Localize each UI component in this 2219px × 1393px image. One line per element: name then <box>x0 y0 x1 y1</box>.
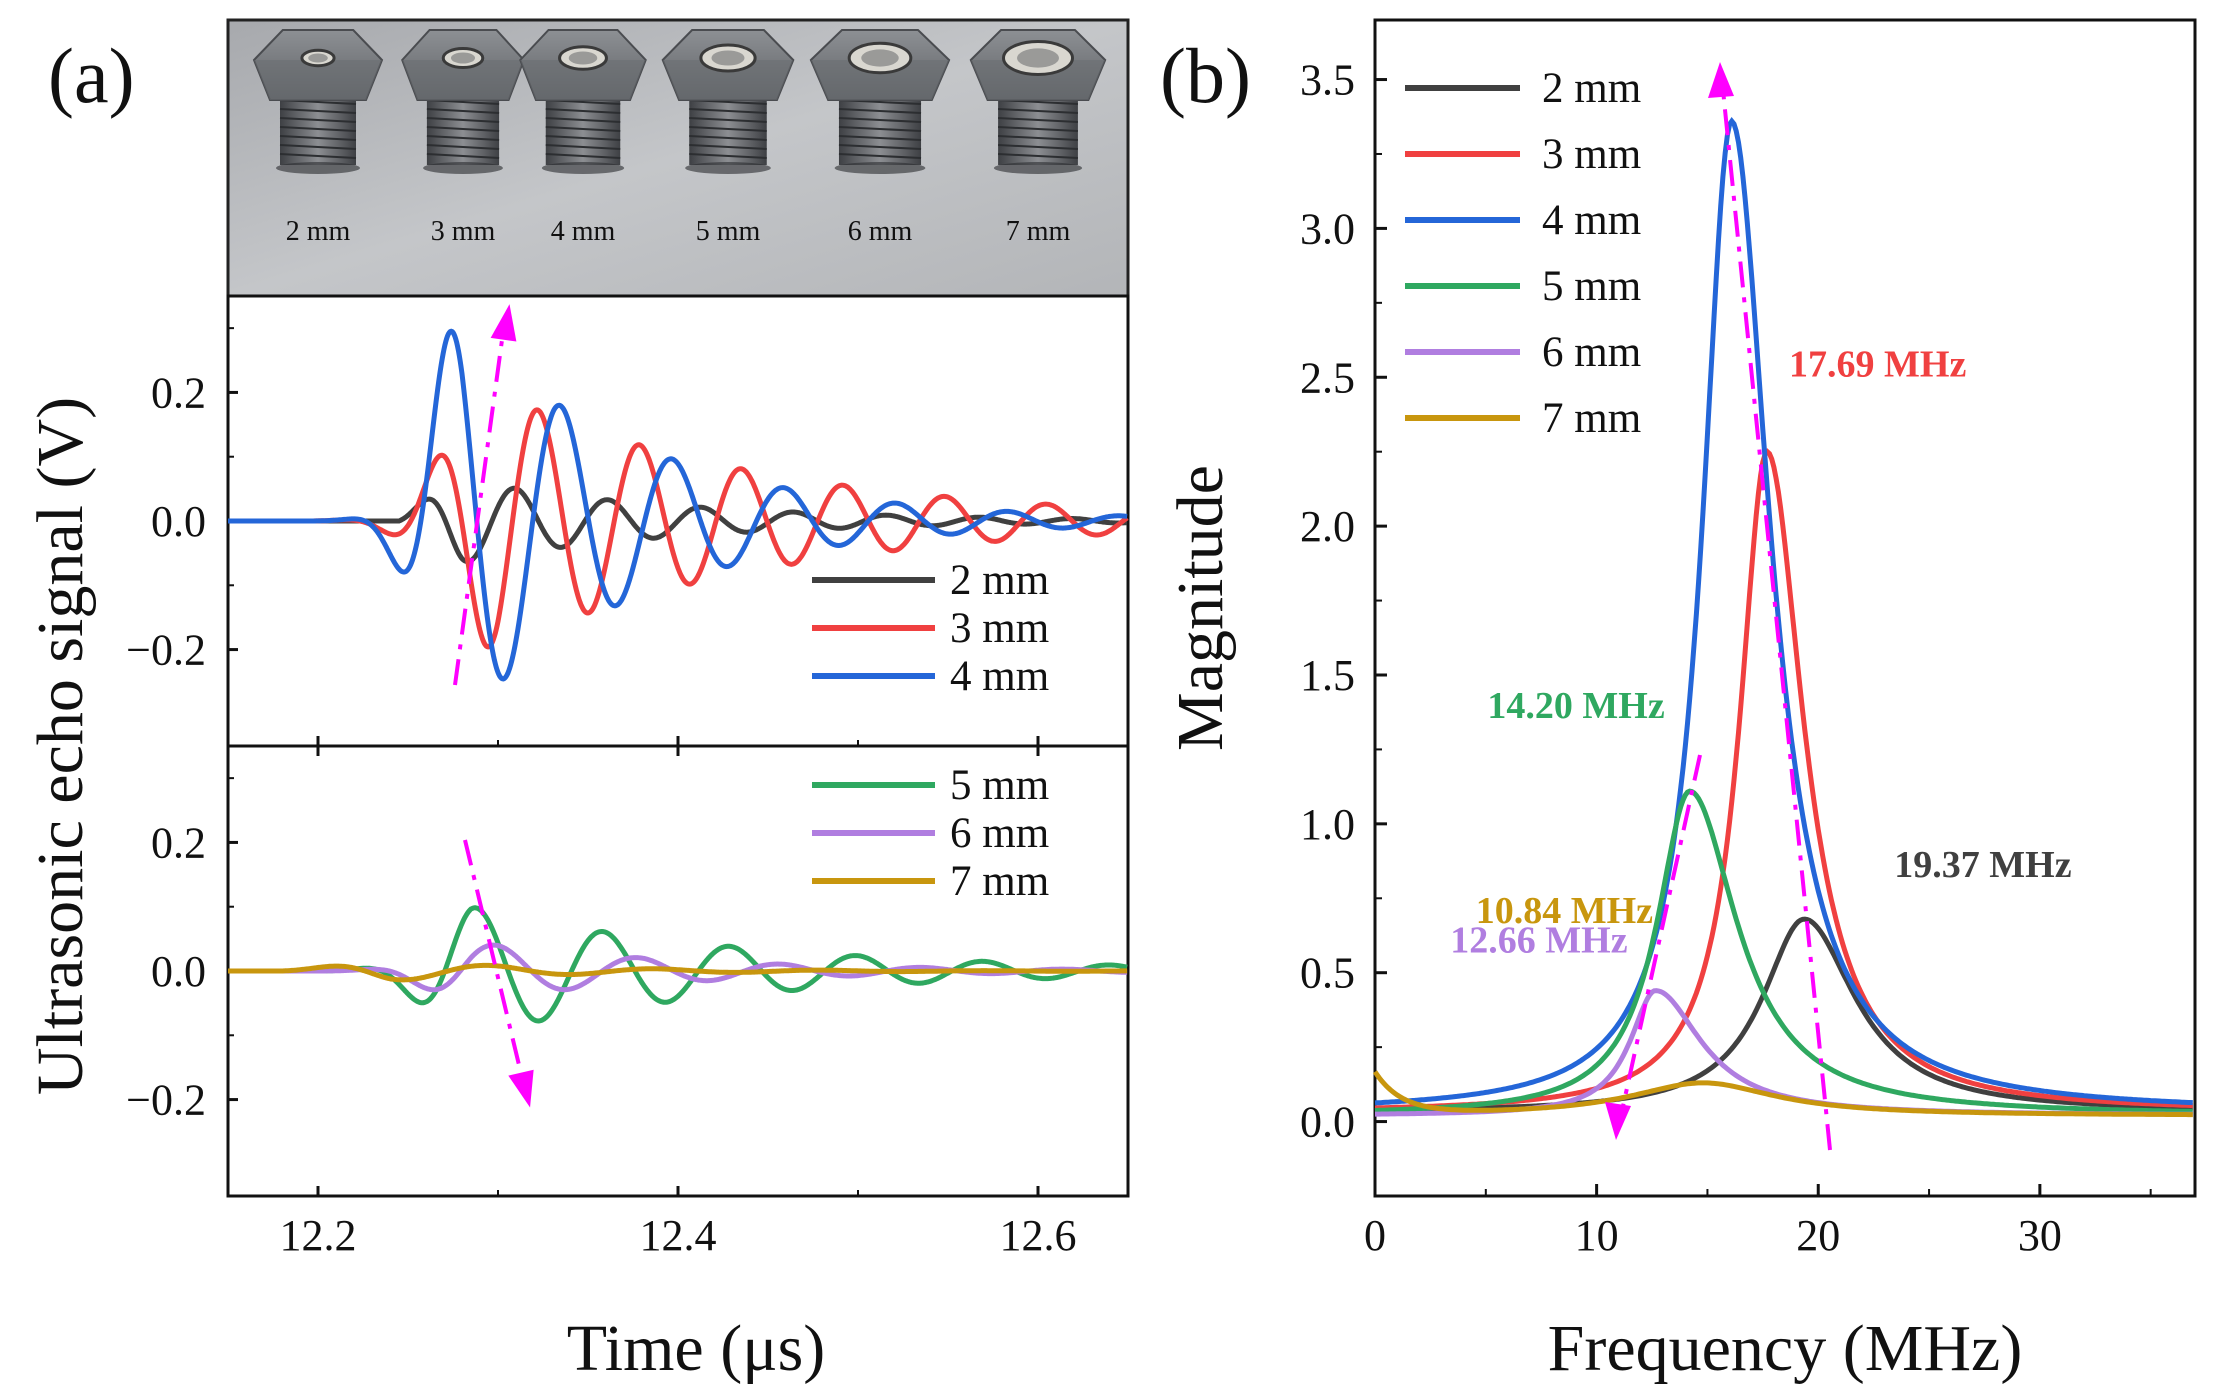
y-tick-label: 2.0 <box>1300 502 1355 551</box>
y-tick-label: 1.0 <box>1300 800 1355 849</box>
waveform-3mm <box>228 407 1129 650</box>
spectrum-7mm <box>1372 1070 2193 1118</box>
x-tick-label: 0 <box>1364 1211 1386 1260</box>
trend-arrow-lower <box>463 839 534 1108</box>
legend-entry: 7 mm <box>812 858 1049 905</box>
trend-arrow-upper <box>453 304 517 686</box>
panel-a-label: (a) <box>48 32 135 119</box>
bolt-4mm: 4 mm <box>519 29 647 247</box>
y-tick-label: −0.2 <box>126 626 206 675</box>
peak-annotation: 10.84 MHz <box>1476 890 1653 932</box>
y-tick-label: 2.5 <box>1300 353 1355 402</box>
panel-b-label: (b) <box>1160 32 1251 119</box>
bolt-3mm: 3 mm <box>401 29 525 247</box>
bolt-7mm: 7 mm <box>969 29 1107 247</box>
svg-text:6 mm: 6 mm <box>950 810 1049 857</box>
trend-arrow-spectrum-main <box>1708 62 1832 1151</box>
y-tick-label: 3.0 <box>1300 204 1355 253</box>
x-tick-label: 12.2 <box>280 1211 357 1260</box>
y-tick-label: 1.5 <box>1300 651 1355 700</box>
svg-text:2 mm: 2 mm <box>1542 65 1641 112</box>
panel-a-axes: 12.2 12.4 12.6 0.2 0.0 −0.2 0.2 0.0 −0.2 2 mm3 m… <box>24 294 1130 1385</box>
bolt-label: 3 mm <box>431 216 496 247</box>
y-tick-label: 0.2 <box>151 368 206 417</box>
spectrum-plot-frame <box>1373 18 2197 1198</box>
bolt-2mm: 2 mm <box>252 29 384 247</box>
bolt-label: 7 mm <box>1006 216 1071 247</box>
x-axis-label-a: Time (μs) <box>567 1312 826 1385</box>
bolt-label: 2 mm <box>286 216 351 247</box>
svg-text:7 mm: 7 mm <box>1542 395 1641 442</box>
svg-text:6 mm: 6 mm <box>1542 329 1641 376</box>
peak-annotation: 17.69 MHz <box>1789 344 1966 386</box>
x-tick-label: 12.4 <box>640 1211 717 1260</box>
svg-text:5 mm: 5 mm <box>950 762 1049 809</box>
legend-entry: 3 mm <box>1405 131 1641 178</box>
legend-entry: 7 mm <box>1405 395 1641 442</box>
y-tick-label: 0.0 <box>151 947 206 996</box>
spectrum-5mm <box>1374 788 2193 1114</box>
spectrum-2mm <box>1375 916 2193 1113</box>
x-tick-label: 12.6 <box>1000 1211 1077 1260</box>
bolt-label: 6 mm <box>848 216 913 247</box>
legend-entry: 4 mm <box>812 653 1049 700</box>
svg-text:3 mm: 3 mm <box>950 605 1049 652</box>
legend-entry: 3 mm <box>812 605 1049 652</box>
svg-text:2 mm: 2 mm <box>950 557 1049 604</box>
y-axis-label-b: Magnitude <box>1164 465 1237 751</box>
svg-text:4 mm: 4 mm <box>950 653 1049 700</box>
legend-entry: 2 mm <box>1405 65 1641 112</box>
y-axis-label-a: Ultrasonic echo signal (V) <box>24 397 97 1095</box>
legend-entry: 5 mm <box>812 762 1049 809</box>
waveform-5mm <box>228 905 1128 1024</box>
bolt-6mm: 6 mm <box>809 29 951 247</box>
peak-annotation: 19.37 MHz <box>1894 844 2071 886</box>
panel-b-axes: 0 10 20 30 0.0 0.5 1.0 1.5 2.0 2.5 3.0 3.5 2 mm 3 mm… <box>1164 0 2197 1385</box>
y-tick-label: −0.2 <box>126 1076 206 1125</box>
svg-text:5 mm: 5 mm <box>1542 263 1641 310</box>
waveform-4mm <box>228 328 1128 682</box>
svg-text:4 mm: 4 mm <box>1542 197 1641 244</box>
x-axis-label-b: Frequency (MHz) <box>1548 1312 2023 1385</box>
legend-entry: 2 mm <box>812 557 1049 604</box>
legend-entry: 6 mm <box>1405 329 1641 376</box>
y-tick-label: 3.5 <box>1300 56 1355 105</box>
trend-arrow-spectrum-low <box>1605 754 1702 1140</box>
bolt-5mm: 5 mm <box>661 29 795 247</box>
y-tick-label: 0.2 <box>151 818 206 867</box>
bolt-label: 4 mm <box>551 216 616 247</box>
x-tick-label: 10 <box>1575 1211 1619 1260</box>
bolt-photo: 2 mm 3 mm 4 mm 5 mm 6 mm 7 mm <box>226 18 1130 298</box>
legend-entry: 4 mm <box>1405 197 1641 244</box>
x-tick-label: 20 <box>1796 1211 1840 1260</box>
waveform-7mm <box>228 962 1128 983</box>
spectrum-3mm <box>1375 448 2193 1111</box>
peak-annotation: 12.66 MHz <box>1450 920 1627 962</box>
legend-entry: 5 mm <box>1405 263 1641 310</box>
svg-text:7 mm: 7 mm <box>950 858 1049 905</box>
bolt-label: 5 mm <box>696 216 761 247</box>
legend-entry: 6 mm <box>812 810 1049 857</box>
x-tick-label: 30 <box>2018 1211 2062 1260</box>
y-tick-label: 0.0 <box>151 497 206 546</box>
y-tick-label: 0.0 <box>1300 1098 1355 1147</box>
svg-text:3 mm: 3 mm <box>1542 131 1641 178</box>
peak-annotation: 14.20 MHz <box>1487 685 1664 727</box>
y-tick-label: 0.5 <box>1300 949 1355 998</box>
waveform-2mm <box>228 485 1128 565</box>
